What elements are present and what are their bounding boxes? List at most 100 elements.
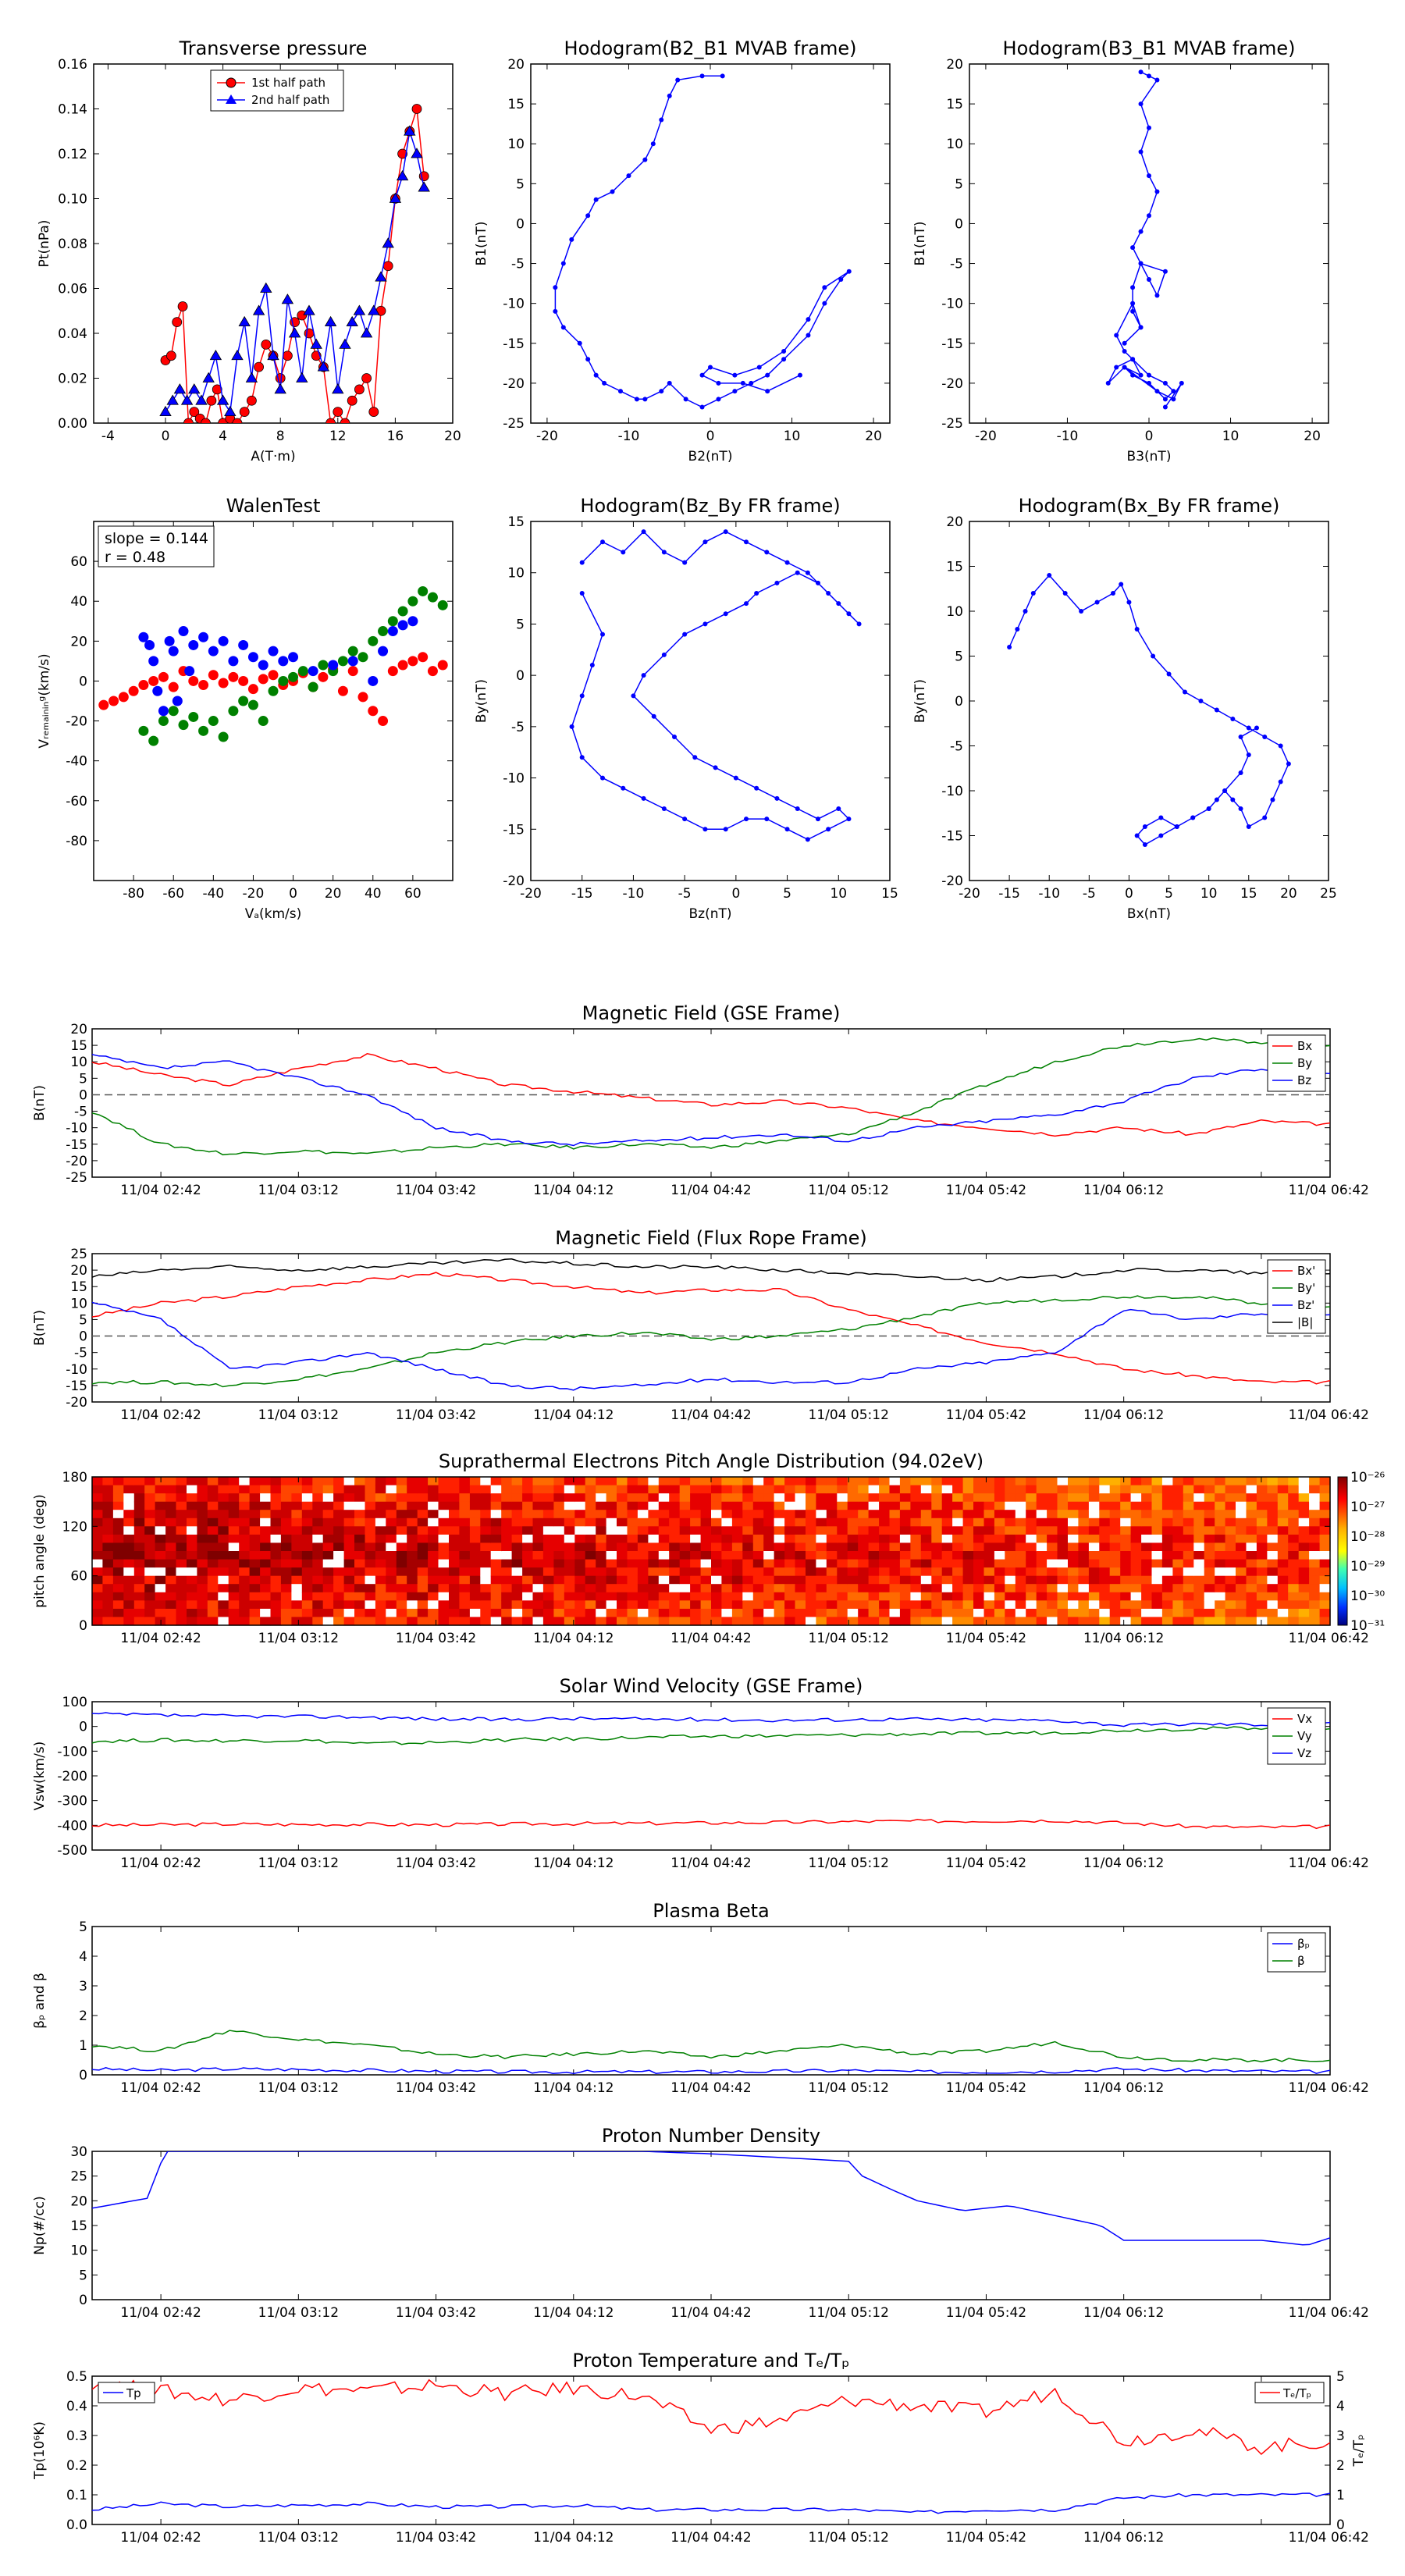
heatmap-cell — [92, 1592, 103, 1601]
heatmap-cell — [564, 1477, 575, 1486]
heatmap-cell — [239, 1584, 251, 1593]
heatmap-cell — [606, 1510, 617, 1519]
heatmap-cell — [679, 1477, 691, 1486]
heatmap-cell — [386, 1617, 397, 1626]
heatmap-cell — [1267, 1584, 1279, 1593]
heatmap-cell — [187, 1559, 197, 1568]
heatmap-cell — [333, 1534, 345, 1544]
heatmap-cell — [343, 1517, 355, 1527]
heatmap-cell — [806, 1608, 816, 1618]
heatmap-cell — [868, 1575, 880, 1585]
data-point — [1134, 833, 1140, 838]
heatmap-cell — [301, 1608, 313, 1618]
heatmap-cell — [270, 1608, 282, 1618]
heatmap-cell — [417, 1617, 429, 1626]
heatmap-cell — [249, 1493, 261, 1503]
heatmap-cell — [690, 1501, 702, 1510]
heatmap-cell — [333, 1567, 345, 1577]
heatmap-cell — [532, 1600, 544, 1610]
chart-title: Magnetic Field (GSE Frame) — [582, 1002, 841, 1024]
legend-marker — [226, 94, 237, 104]
heatmap-cell — [260, 1526, 272, 1535]
heatmap-cell — [102, 1517, 114, 1527]
y-tick-label: -20 — [941, 376, 963, 392]
data-point — [1130, 357, 1136, 362]
heatmap-cell — [301, 1617, 313, 1626]
heatmap-cell — [532, 1510, 544, 1519]
heatmap-cell — [249, 1534, 261, 1544]
legend-label: Tₑ/Tₚ — [1282, 2386, 1311, 2400]
heatmap-cell — [386, 1608, 397, 1618]
heatmap-cell — [1256, 1600, 1268, 1610]
x-axis-label: Vₐ(km/s) — [245, 906, 302, 922]
y-tick-label: -10 — [941, 297, 963, 312]
heatmap-cell — [333, 1526, 345, 1535]
heatmap-cell — [795, 1526, 806, 1535]
heatmap-cell — [1057, 1592, 1069, 1601]
heatmap-cell — [417, 1493, 429, 1503]
heatmap-cell — [858, 1584, 870, 1593]
heatmap-cell — [700, 1575, 712, 1585]
heatmap-cell — [690, 1542, 702, 1552]
heatmap-cell — [826, 1517, 838, 1527]
heatmap-cell — [617, 1551, 628, 1560]
heatmap-cell — [386, 1551, 397, 1560]
data-point — [1130, 308, 1136, 314]
heatmap-cell — [763, 1542, 775, 1552]
heatmap-cell — [291, 1608, 303, 1618]
heatmap-cell — [721, 1493, 733, 1503]
heatmap-cell — [585, 1534, 596, 1544]
heatmap-cell — [1193, 1592, 1205, 1601]
heatmap-cell — [700, 1534, 712, 1544]
heatmap-cell — [931, 1567, 943, 1577]
heatmap-cell — [648, 1485, 660, 1494]
heatmap-cell — [417, 1534, 429, 1544]
heatmap-cell — [1298, 1559, 1310, 1568]
heatmap-cell — [585, 1551, 596, 1560]
heatmap-cell — [690, 1510, 702, 1519]
heatmap-cell — [1109, 1534, 1121, 1544]
heatmap-cell — [165, 1559, 177, 1568]
heatmap-cell — [784, 1485, 796, 1494]
heatmap-cell — [187, 1551, 197, 1560]
heatmap-cell — [658, 1534, 670, 1544]
x-axis-label: Bz(nT) — [688, 906, 731, 922]
heatmap-cell — [637, 1477, 649, 1486]
y-tick-label: -20 — [66, 1395, 87, 1411]
heatmap-cell — [354, 1584, 365, 1593]
heatmap-cell — [207, 1617, 219, 1626]
data-point — [218, 678, 229, 688]
heatmap-cell — [490, 1592, 502, 1601]
heatmap-cell — [941, 1526, 953, 1535]
heatmap-cell — [102, 1542, 114, 1552]
heatmap-cell — [1015, 1559, 1026, 1568]
data-point — [128, 685, 139, 696]
heatmap-cell — [1256, 1559, 1268, 1568]
heatmap-cell — [365, 1575, 376, 1585]
heatmap-cell — [679, 1559, 691, 1568]
heatmap-cell — [920, 1567, 932, 1577]
heatmap-cell — [994, 1485, 1005, 1494]
heatmap-cell — [102, 1477, 114, 1486]
data-point — [337, 656, 348, 667]
heatmap-cell — [501, 1534, 513, 1544]
heatmap-cell — [1236, 1542, 1247, 1552]
heatmap-cell — [155, 1510, 166, 1519]
heatmap-cell — [1036, 1608, 1048, 1618]
heatmap-cell — [984, 1592, 995, 1601]
heatmap-cell — [553, 1592, 565, 1601]
heatmap-cell — [596, 1584, 607, 1593]
heatmap-cell — [1130, 1575, 1142, 1585]
heatmap-cell — [1151, 1477, 1163, 1486]
heatmap-cell — [1225, 1485, 1236, 1494]
data-point — [600, 775, 605, 781]
heatmap-cell — [133, 1551, 145, 1560]
heatmap-cell — [322, 1551, 334, 1560]
heatmap-cell — [731, 1617, 743, 1626]
heatmap-cell — [1120, 1485, 1132, 1494]
heatmap-cell — [1078, 1534, 1090, 1544]
heatmap-cell — [899, 1510, 911, 1519]
heatmap-cell — [899, 1501, 911, 1510]
data-point — [682, 560, 688, 565]
heatmap-cell — [889, 1485, 901, 1494]
